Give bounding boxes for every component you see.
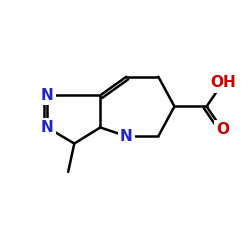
Text: OH: OH [210, 76, 236, 90]
Text: N: N [120, 128, 132, 144]
Text: N: N [41, 88, 54, 103]
Text: O: O [216, 122, 229, 138]
Text: N: N [41, 120, 54, 135]
